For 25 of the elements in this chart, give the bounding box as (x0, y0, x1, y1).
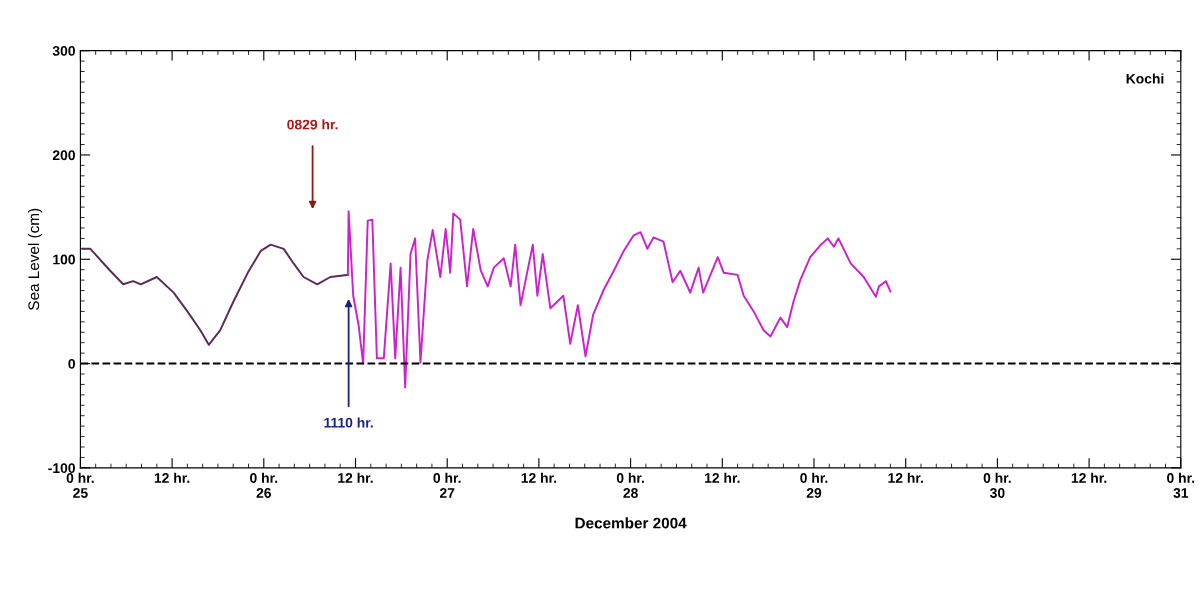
y-tick-label: -100 (48, 463, 75, 474)
x-tick-label: 0 hr. 25 (66, 472, 94, 498)
x-tick-label: 0 hr. 31 (1167, 472, 1195, 498)
y-tick-label: 0 (68, 358, 75, 369)
x-tick-label: 0 hr. 29 (800, 472, 828, 498)
y-tick-label: 100 (53, 254, 75, 265)
x-tick-label: 0 hr. 28 (616, 472, 644, 498)
x-tick-label: 12 hr. (154, 472, 190, 483)
y-axis-title: Sea Level (cm) (27, 208, 43, 310)
x-tick-label: 12 hr. (521, 472, 557, 483)
annotation: 0829 hr. (287, 119, 338, 130)
y-tick-label: 200 (52, 150, 75, 161)
x-axis-title: December 2004 (575, 517, 687, 529)
x-tick-label: 12 hr. (1071, 472, 1107, 483)
annotation: 1110 hr. (324, 417, 373, 428)
line-series (346, 210, 892, 389)
x-tick-label: 0 hr. 30 (983, 472, 1011, 498)
x-tick-label: 0 hr. 26 (250, 472, 278, 498)
x-tick-label: 12 hr. (338, 472, 373, 483)
y-tick-label: 300 (52, 45, 75, 56)
x-tick-label: 12 hr. (705, 472, 740, 483)
line-series (81, 243, 349, 346)
x-tick-label: 12 hr. (888, 472, 923, 483)
x-tick-label: 0 hr. 27 (433, 472, 461, 498)
annotation: Kochi (1126, 73, 1164, 84)
